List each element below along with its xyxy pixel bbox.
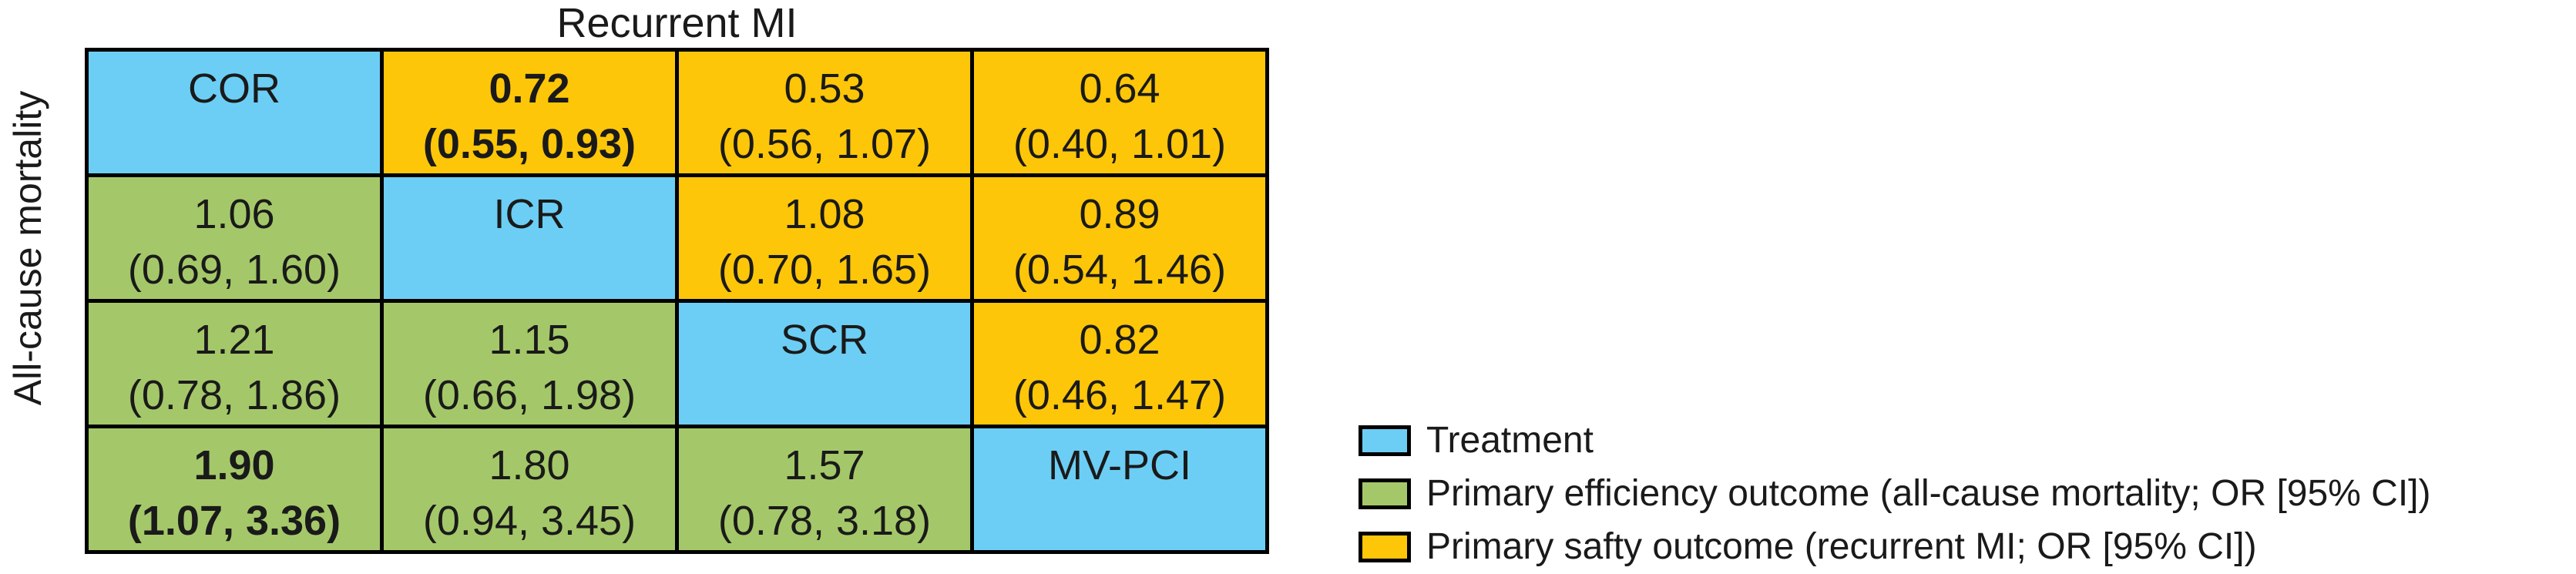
league-table-matrix: COR 0.72 (0.55, 0.93) 0.53 (0.56, 1.07) 0.64 (…: [85, 48, 1269, 554]
cell-value: 0.64: [1079, 65, 1160, 112]
cell-confidence-interval: (0.46, 1.47): [1013, 372, 1227, 418]
treatment-cell-cor: COR: [89, 52, 380, 173]
cell-value: 1.21: [193, 317, 275, 363]
cell-confidence-interval: (0.70, 1.65): [717, 247, 932, 293]
cell-confidence-interval: (0.55, 0.93): [422, 121, 636, 167]
legend: Treatment Primary efficiency outcome (all…: [1359, 414, 2431, 573]
cell-value: 1.90: [193, 442, 275, 488]
cell-r2c0: 1.21 (0.78, 1.86): [89, 303, 380, 425]
cell-r1c0: 1.06 (0.69, 1.60): [89, 177, 380, 299]
cell-value: 1.06: [193, 191, 275, 237]
cell-confidence-interval: (0.94, 3.45): [422, 498, 636, 544]
cell-confidence-interval: (0.40, 1.01): [1013, 121, 1227, 167]
cell-value: 1.08: [784, 191, 865, 237]
cell-confidence-interval: (0.69, 1.60): [127, 247, 341, 293]
treatment-cell-icr: ICR: [384, 177, 675, 299]
cell-confidence-interval: (0.78, 3.18): [717, 498, 932, 544]
legend-label: Primary efficiency outcome (all-cause mo…: [1426, 472, 2431, 514]
top-axis-label: Recurrent MI: [556, 0, 798, 46]
legend-swatch-icon: [1359, 425, 1411, 456]
cell-value: 1.80: [489, 442, 570, 488]
cell-value: SCR: [780, 317, 868, 363]
legend-item-safety: Primary safty outcome (recurrent MI; OR …: [1359, 520, 2431, 573]
cell-r3c1: 1.80 (0.94, 3.45): [384, 428, 675, 550]
cell-r3c0: 1.90 (1.07, 3.36): [89, 428, 380, 550]
legend-swatch-icon: [1359, 478, 1411, 509]
cell-value: 0.89: [1079, 191, 1160, 237]
cell-r2c3: 0.82 (0.46, 1.47): [974, 303, 1265, 425]
cell-r1c2: 1.08 (0.70, 1.65): [679, 177, 970, 299]
cell-r3c2: 1.57 (0.78, 3.18): [679, 428, 970, 550]
cell-r0c3: 0.64 (0.40, 1.01): [974, 52, 1265, 173]
legend-label: Treatment: [1426, 419, 1594, 461]
treatment-cell-mv-pci: MV-PCI: [974, 428, 1265, 550]
legend-label: Primary safty outcome (recurrent MI; OR …: [1426, 525, 2257, 567]
cell-r2c1: 1.15 (0.66, 1.98): [384, 303, 675, 425]
legend-item-treatment: Treatment: [1359, 414, 2431, 467]
cell-value: COR: [188, 65, 280, 112]
cell-value: ICR: [493, 191, 566, 237]
legend-swatch-icon: [1359, 531, 1411, 562]
cell-r0c1: 0.72 (0.55, 0.93): [384, 52, 675, 173]
cell-confidence-interval: (0.66, 1.98): [422, 372, 636, 418]
legend-item-efficacy: Primary efficiency outcome (all-cause mo…: [1359, 467, 2431, 520]
cell-confidence-interval: (1.07, 3.36): [127, 498, 341, 544]
cell-value: 1.57: [784, 442, 865, 488]
cell-value: 1.15: [489, 317, 570, 363]
cell-value: 0.82: [1079, 317, 1160, 363]
cell-r0c2: 0.53 (0.56, 1.07): [679, 52, 970, 173]
cell-value: 0.72: [489, 65, 570, 112]
cell-value: 0.53: [784, 65, 865, 112]
left-axis-label: All-cause mortality: [6, 90, 49, 406]
cell-r1c3: 0.89 (0.54, 1.46): [974, 177, 1265, 299]
cell-confidence-interval: (0.54, 1.46): [1013, 247, 1227, 293]
treatment-cell-scr: SCR: [679, 303, 970, 425]
cell-confidence-interval: (0.78, 1.86): [127, 372, 341, 418]
cell-value: MV-PCI: [1047, 442, 1192, 488]
cell-confidence-interval: (0.56, 1.07): [717, 121, 932, 167]
